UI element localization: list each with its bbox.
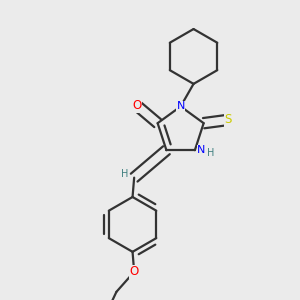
- Text: N: N: [197, 145, 206, 155]
- Text: H: H: [121, 169, 128, 179]
- Text: H: H: [207, 148, 214, 158]
- Text: N: N: [176, 101, 185, 112]
- Text: O: O: [130, 265, 139, 278]
- Text: S: S: [224, 113, 232, 126]
- Text: O: O: [132, 99, 141, 112]
